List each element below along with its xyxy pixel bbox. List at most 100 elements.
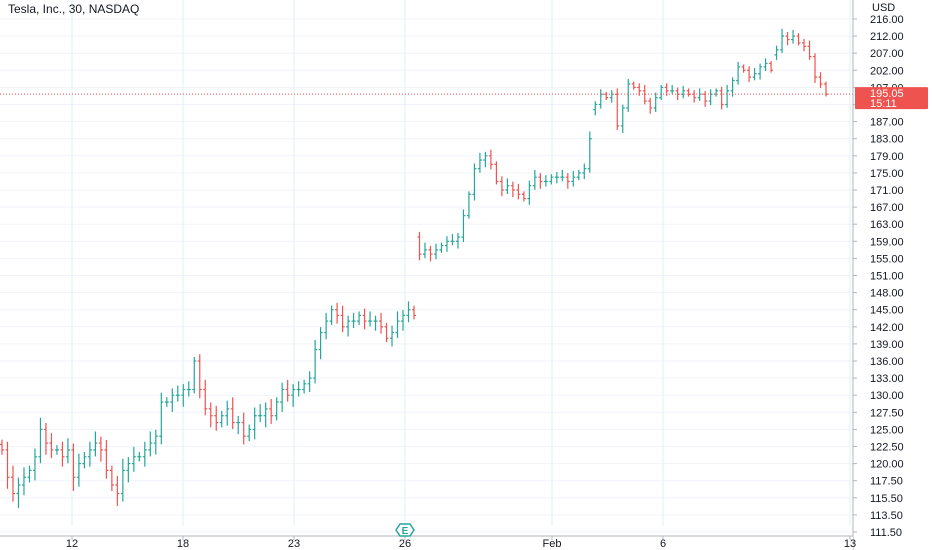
ohlc-bar (10, 465, 15, 502)
chart-title: Tesla, Inc., 30, NASDAQ (8, 2, 140, 16)
ohlc-bar (390, 325, 395, 347)
ohlc-bar (241, 412, 246, 445)
ohlc-bar (791, 29, 796, 44)
time-tick-label: 18 (177, 538, 189, 550)
ohlc-bar (593, 101, 598, 116)
price-tick-label: 155.00 (870, 253, 904, 265)
time-axis[interactable]: 12 18 23 26 Feb 6 13 (0, 535, 856, 550)
ohlc-bar (181, 384, 186, 407)
ohlc-bar (719, 86, 724, 110)
ohlc-bar (472, 163, 477, 201)
ohlc-bar (549, 174, 554, 185)
ohlc-bar (752, 67, 757, 81)
ohlc-bar (444, 236, 449, 252)
ohlc-bar (538, 173, 543, 189)
ohlc-bar (620, 104, 625, 134)
ohlc-bar (76, 453, 81, 487)
earnings-marker[interactable]: E (395, 523, 415, 537)
price-tick-label: 133.00 (870, 373, 904, 385)
ohlc-bar (60, 441, 65, 467)
ohlc-bar (351, 312, 356, 328)
ohlc-bar (428, 245, 433, 262)
ohlc-bar (796, 33, 801, 46)
ohlc-bar (71, 443, 76, 491)
ohlc-bar (93, 431, 98, 457)
price-tick-label: 216.00 (870, 14, 904, 26)
ohlc-bar (631, 81, 636, 90)
ohlc-bar (780, 28, 785, 54)
price-tick-label: 125.00 (870, 424, 904, 436)
ohlc-bar (291, 384, 296, 407)
ohlc-bar (433, 243, 438, 260)
ohlc-bar (0, 439, 4, 455)
ohlc-bar (758, 63, 763, 80)
ohlc-bar (659, 85, 664, 101)
ohlc-bar (346, 315, 351, 337)
ohlc-bar (401, 309, 406, 331)
price-axis[interactable]: USD216.00212.00207.00202.00197.00192.001… (852, 0, 932, 550)
earnings-badge-shape (395, 523, 415, 537)
ohlc-bar (115, 475, 120, 506)
ohlc-bar (384, 322, 389, 343)
ohlc-bar (483, 151, 488, 168)
ohlc-bar (258, 404, 263, 423)
ohlc-bar (582, 163, 587, 180)
price-tick-label: 117.50 (870, 476, 903, 488)
price-tick-label: 120.00 (870, 459, 904, 471)
ohlc-bar (615, 88, 620, 130)
ohlc-bar (626, 79, 631, 113)
ohlc-bar (159, 392, 164, 445)
ohlc-bar (450, 234, 455, 246)
ohlc-bar (32, 448, 37, 481)
ohlc-bar (197, 354, 202, 399)
ohlc-bar (675, 87, 680, 101)
ohlc-bar (109, 465, 114, 491)
price-tick-label: 113.50 (870, 510, 903, 522)
ohlc-bar (98, 436, 103, 462)
ohlc-bar (477, 152, 482, 173)
price-tick-label: 145.00 (870, 305, 904, 317)
ohlc-bar (807, 40, 812, 60)
ohlc-bar (576, 169, 581, 181)
ohlc-bar (763, 58, 768, 71)
ohlc-bar (362, 308, 367, 330)
time-tick-label: 23 (288, 538, 300, 550)
ohlc-bar (214, 405, 219, 431)
ohlc-bar (43, 422, 48, 455)
ohlc-bar (439, 242, 444, 253)
ohlc-bar (455, 232, 460, 249)
price-tick-label: 115.50 (870, 493, 903, 505)
ohlc-bar (21, 467, 26, 496)
price-tick-label: 159.00 (870, 236, 904, 248)
ohlc-bar (230, 397, 235, 430)
ohlc-bar (736, 61, 741, 85)
ohlc-bar (38, 417, 43, 464)
ohlc-bar (466, 191, 471, 219)
ohlc-bar (170, 388, 175, 412)
ohlc-bar (802, 38, 807, 52)
time-tick-label: Feb (543, 538, 562, 550)
ohlc-bar (192, 357, 197, 394)
ohlc-bar (422, 242, 427, 259)
ohlc-bar (708, 89, 713, 106)
ohlc-bar (142, 441, 147, 467)
ohlc-bar (329, 305, 334, 326)
ohlc-bar (247, 424, 252, 442)
candle-series (0, 28, 828, 509)
ohlc-bar (357, 311, 362, 326)
ohlc-bar (653, 92, 658, 113)
last-price-countdown: 15:11 (870, 98, 897, 110)
ohlc-bar (225, 400, 230, 426)
ohlc-bar (263, 402, 268, 428)
ohlc-bar (27, 465, 32, 483)
ohlc-bar (54, 445, 59, 455)
ohlc-bar (670, 85, 675, 95)
ohlc-bar (565, 173, 570, 189)
ohlc-bar (725, 85, 730, 108)
ohlc-bar (164, 397, 169, 407)
time-tick-label: 6 (660, 538, 666, 550)
ohlc-bar (153, 429, 158, 455)
price-tick-label: 163.00 (870, 219, 904, 231)
